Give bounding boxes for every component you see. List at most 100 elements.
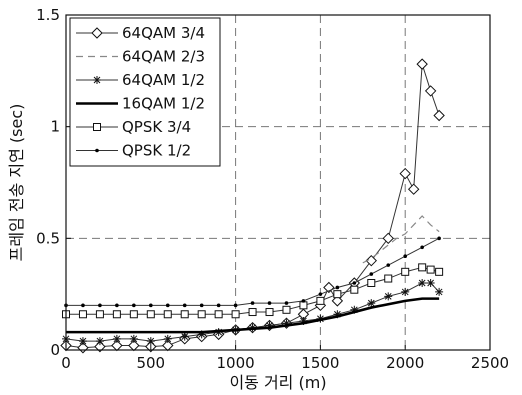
x-tick-label: 1000 <box>217 354 255 372</box>
legend-label: QPSK 3/4 <box>122 118 191 136</box>
legend-marker <box>93 123 101 131</box>
series-point <box>233 303 238 308</box>
series-point <box>231 310 240 319</box>
series-point <box>399 167 411 180</box>
series-line <box>66 297 440 334</box>
x-tick-label: 2500 <box>471 354 509 372</box>
legend-label: 64QAM 2/3 <box>122 48 205 66</box>
series-point <box>267 301 272 305</box>
legend-marker <box>91 27 103 39</box>
x-tick-label: 2000 <box>386 354 424 372</box>
series-point <box>367 279 376 287</box>
series-point <box>112 310 121 319</box>
series-point <box>115 303 119 308</box>
series-layer <box>60 58 445 354</box>
series-point <box>112 334 121 343</box>
series-point <box>81 303 85 308</box>
series-point <box>282 305 291 314</box>
series-point <box>433 109 445 122</box>
series-point <box>282 319 291 328</box>
series-point <box>163 310 172 319</box>
y-tick-label: 1 <box>50 118 60 136</box>
series-point <box>197 310 206 319</box>
series-point <box>416 58 428 70</box>
legend-item: 64QAM 3/4 <box>76 24 205 42</box>
series-point <box>382 232 394 245</box>
series-point <box>386 263 391 267</box>
series-point <box>333 290 342 299</box>
x-tick-label: 1500 <box>301 354 339 372</box>
series-point <box>180 332 189 341</box>
series-point <box>418 279 427 287</box>
legend-label: 64QAM 3/4 <box>122 24 205 42</box>
series-point <box>384 292 393 301</box>
series-point <box>301 299 306 303</box>
series-point <box>352 281 357 285</box>
plot-frame <box>65 14 491 351</box>
series-point <box>95 337 104 346</box>
series-point <box>132 303 136 308</box>
series-point <box>435 287 444 296</box>
series-point <box>331 295 344 307</box>
x-tick-label: 500 <box>136 354 165 372</box>
series-point <box>401 267 410 276</box>
series-point <box>165 303 170 308</box>
series-point <box>367 299 376 308</box>
series-point <box>424 85 437 97</box>
series-point <box>98 303 102 308</box>
series-point <box>129 334 138 343</box>
x-tick-label: 0 <box>61 354 71 372</box>
legend-label: 16QAM 1/2 <box>122 95 205 113</box>
y-tick-label: 0 <box>50 341 60 359</box>
series-point <box>265 308 274 317</box>
series-point <box>78 337 87 346</box>
x-axis-label: 이동 거리 (m) <box>229 373 326 392</box>
legend-item: 64QAM 1/2 <box>76 71 205 89</box>
series-point <box>180 310 189 319</box>
series-point <box>199 303 204 308</box>
series-point <box>163 334 172 343</box>
legend-item: QPSK 3/4 <box>76 118 191 136</box>
series-point <box>401 287 410 296</box>
series-point <box>129 310 138 319</box>
legend-box <box>69 17 221 167</box>
series-point <box>420 245 424 250</box>
legend-item: 16QAM 1/2 <box>76 95 205 113</box>
legend: 64QAM 3/4 64QAM 2/3 64QAM 1/2 16QAM 1/2 QPSK… <box>69 17 221 167</box>
series-point <box>426 265 435 274</box>
series-point <box>197 330 206 339</box>
series-point <box>146 337 155 346</box>
series-point <box>350 285 359 294</box>
series-point <box>182 303 187 308</box>
series-point <box>365 254 377 267</box>
series-point <box>146 310 155 319</box>
series-point <box>435 267 444 276</box>
series-4 <box>62 263 444 319</box>
series-point <box>384 274 393 283</box>
series-line <box>362 215 440 264</box>
legend-marker <box>95 148 99 153</box>
series-point <box>426 279 435 287</box>
series-point <box>403 254 408 258</box>
series-point <box>265 321 274 330</box>
legend-item: 64QAM 2/3 <box>76 48 205 66</box>
series-point <box>407 183 420 195</box>
series-point <box>78 310 87 319</box>
y-tick-label: 1.5 <box>36 6 60 24</box>
series-point <box>248 308 257 317</box>
series-5 <box>64 236 441 308</box>
y-tick-label: 0.5 <box>36 229 60 247</box>
series-line <box>66 266 440 315</box>
axis-ticks: 0 500 1000 1500 2000 2500 0 0.5 1 1.5 <box>36 6 509 372</box>
legend-marker <box>93 76 101 84</box>
series-point <box>149 303 153 308</box>
series-point <box>214 310 223 319</box>
series-point <box>299 301 308 310</box>
series-point <box>284 301 289 305</box>
legend-label: 64QAM 1/2 <box>122 71 205 89</box>
series-point <box>216 303 221 308</box>
series-point <box>95 310 104 319</box>
series-point <box>299 316 308 325</box>
series-point <box>333 310 342 319</box>
